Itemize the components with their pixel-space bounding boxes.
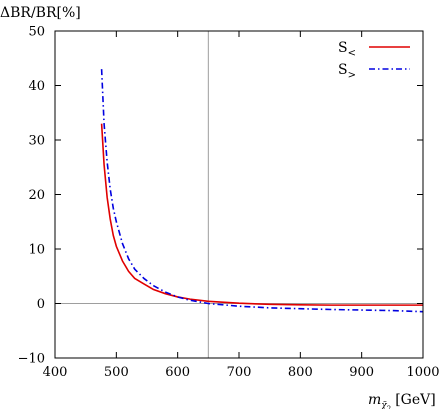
- series-lines: [100, 69, 424, 313]
- x-tick-label: 800: [288, 365, 313, 380]
- x-axis-title: mχ̃2 [GeV]: [368, 392, 436, 409]
- series-line-s-less: [100, 123, 423, 306]
- y-tick-label: 50: [28, 25, 45, 40]
- legend: S< S>: [338, 40, 410, 81]
- axis-ticks: [54, 30, 424, 359]
- plot-frame: [54, 30, 424, 359]
- x-tick-label: 400: [43, 365, 68, 380]
- y-tick-label: 20: [28, 188, 45, 203]
- reference-lines: [55, 31, 423, 358]
- x-axis-subscript-index: 2: [387, 405, 391, 409]
- tick-labels: 400 500 600 700 800 900 1000 −10 0 10 20 30 40 50: [18, 25, 440, 381]
- x-tick-label: 900: [349, 365, 374, 380]
- y-tick-label: 10: [28, 243, 45, 258]
- legend-label-s-less: S<: [338, 40, 356, 59]
- legend-label-s-greater: S>: [338, 62, 356, 81]
- x-tick-label: 500: [104, 365, 129, 380]
- series-line-s-greater: [100, 69, 424, 313]
- x-tick-label: 1000: [406, 365, 439, 380]
- y-tick-label: 40: [28, 79, 45, 94]
- y-tick-label: −10: [18, 352, 45, 367]
- x-axis-subscript: χ̃: [380, 400, 387, 409]
- y-tick-label: 0: [37, 297, 45, 312]
- y-tick-label: 30: [28, 134, 45, 149]
- x-tick-label: 600: [165, 365, 190, 380]
- x-axis-symbol: m: [368, 392, 381, 408]
- y-axis-title: ΔBR/BR[%]: [0, 5, 81, 21]
- x-tick-label: 700: [227, 365, 252, 380]
- x-axis-unit: [GeV]: [395, 392, 436, 408]
